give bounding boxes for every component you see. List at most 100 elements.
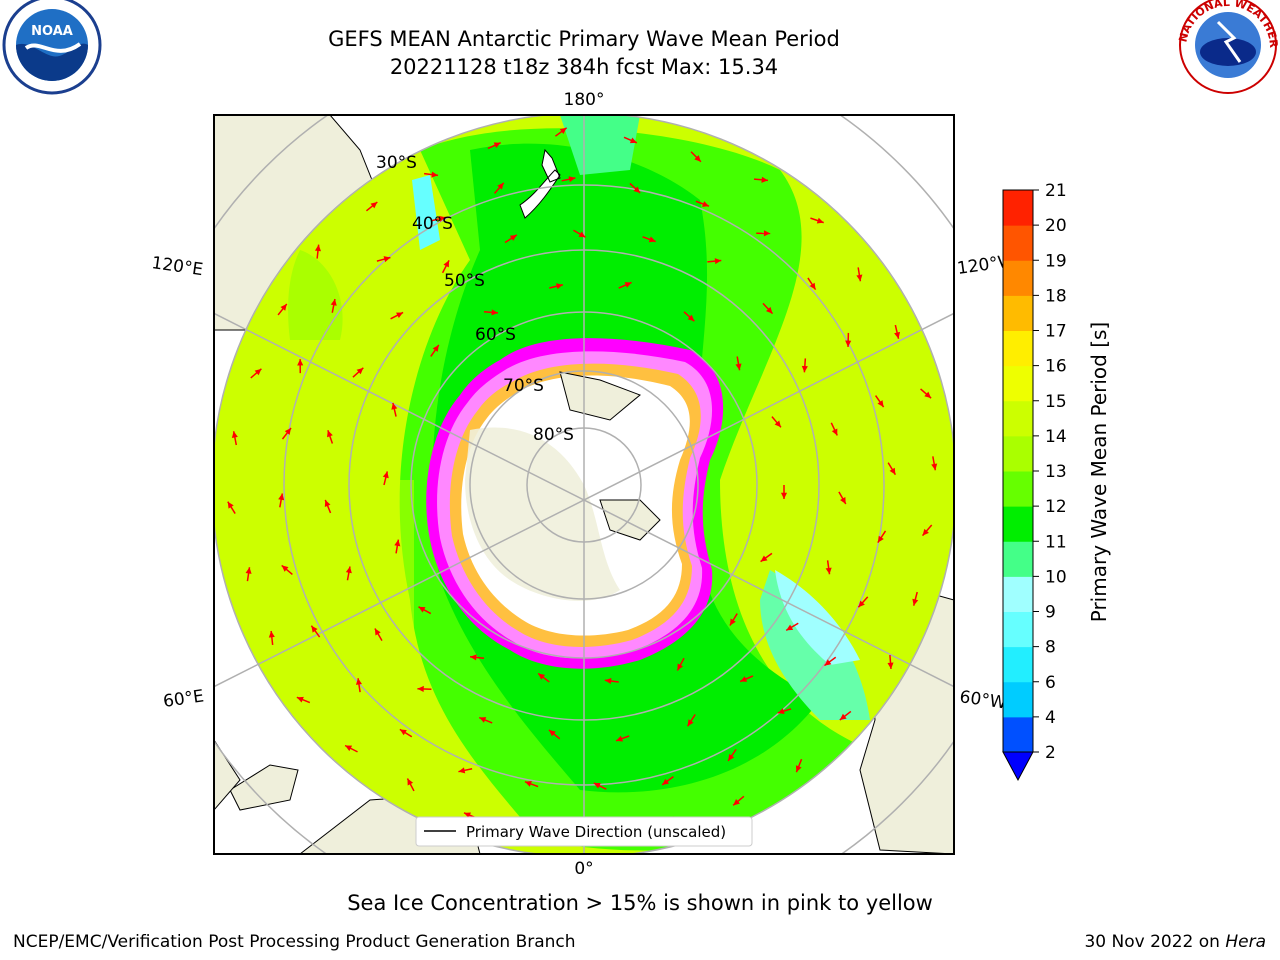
wave-arrow-head (912, 598, 919, 606)
chart-subtitle-forecast: 20221128 t18z 384h fcst Max: 15.34 (389, 55, 779, 79)
wave-arrow-head (314, 244, 321, 252)
colorbar-tick-label: 12 (1045, 497, 1067, 517)
lat-label-70s: 70°S (503, 376, 544, 396)
wave-arrow-head (284, 427, 292, 435)
wave-arrow-head (254, 368, 262, 376)
wave-arrow-head (824, 659, 832, 666)
wave-arrow-head (524, 781, 532, 787)
wave-arrow-head (443, 260, 450, 268)
wave-arrow-head (729, 618, 736, 626)
lat-label-60s: 60°S (475, 325, 516, 345)
colorbar: 2 4 6 8 9 10 11 12 13 14 15 16 17 18 19 20 21 (1002, 181, 1067, 782)
wave-arrow-head (922, 528, 929, 536)
wave-arrow-head (327, 430, 333, 438)
wave-arrow-head (324, 499, 331, 507)
wave-arrow-head (245, 567, 252, 574)
colorbar-segment (1003, 400, 1033, 437)
wave-arrow-head (714, 258, 722, 265)
lon-label-right-lower: 60°W (958, 687, 1007, 713)
wave-arrow-head (355, 678, 362, 685)
wave-arrow-head (497, 182, 504, 190)
wave-arrow-head (702, 201, 709, 207)
colorbar-tick-label: 14 (1045, 427, 1067, 447)
new-zealand-land (519, 148, 561, 219)
wave-arrow-head (548, 729, 556, 737)
wave-arrow-head (687, 719, 694, 727)
wave-arrow-head (845, 340, 852, 347)
colorbar-segment (1003, 435, 1033, 472)
wave-arrow-head (374, 628, 381, 636)
wave-arrow-head (345, 566, 352, 574)
nws-logo: NATIONAL WEATHER SERVICE (0, 0, 1280, 94)
colorbar-segment (1003, 681, 1033, 718)
chart-title: GEFS MEAN Antarctic Primary Wave Mean Pe… (328, 27, 840, 51)
wave-arrow-head (559, 127, 567, 135)
wave-arrow-head (407, 778, 414, 786)
lat-label-30s: 30°S (376, 153, 417, 173)
wave-arrow-head (740, 676, 748, 682)
colorbar-tick-label: 21 (1045, 181, 1067, 201)
colorbar-segment (1003, 646, 1033, 683)
meridian-60e-120w (214, 312, 954, 688)
colorbar-tick-label: 4 (1045, 708, 1056, 728)
nws-logo-text: NATIONAL WEATHER SERVICE (0, 0, 1280, 49)
colorbar-tick-label: 6 (1045, 673, 1056, 693)
lat-label-80s: 80°S (533, 425, 574, 445)
wave-arrow-head (493, 142, 501, 149)
wave-arrow-head (733, 798, 740, 806)
wave-arrow-head (458, 767, 466, 774)
wave-arrow-head (345, 745, 353, 752)
lon-label-left-lower: 60°E (162, 686, 205, 711)
sea-ice-note: Sea Ice Concentration > 15% is shown in … (347, 891, 933, 915)
wave-arrow-head (417, 685, 424, 693)
wave-arrow-head (382, 471, 389, 479)
colorbar-tick-label: 10 (1045, 567, 1067, 587)
wave-arrow-head (568, 176, 576, 183)
wave-arrow-head (394, 539, 401, 547)
wave-arrow-head (509, 234, 517, 241)
wave-arrow-head (370, 202, 378, 209)
footer-credit: NCEP/EMC/Verification Post Processing Pr… (13, 932, 576, 952)
wave-arrow-head (356, 367, 364, 375)
colorbar-tick-label: 15 (1045, 392, 1067, 412)
colorbar-segment (1003, 330, 1033, 367)
wave-arrow-head (809, 282, 816, 290)
wave-arrow-head (418, 606, 426, 613)
wave-arrow-head (877, 535, 884, 543)
colorbar-segment (1003, 576, 1033, 612)
colorbar-tick-label: 11 (1045, 532, 1067, 552)
wave-arrow-head (694, 155, 701, 162)
colorbar-segment (1003, 295, 1033, 331)
wave-arrow-head (538, 673, 546, 680)
wave-arrow-head (432, 344, 439, 352)
wave-arrow-head (931, 463, 938, 471)
wave-arrow-head (281, 565, 289, 572)
wave-arrow-head (297, 359, 304, 366)
colorbar-tick-label: 2 (1045, 743, 1056, 763)
footer-host: Hera (1225, 932, 1266, 952)
wave-arrow-head (280, 303, 287, 311)
wave-arrow-head (839, 713, 847, 721)
wave-arrow-head (648, 236, 656, 243)
colorbar-segment (1003, 506, 1033, 542)
colorbar-tick-label: 16 (1045, 357, 1067, 377)
wave-arrow-head (278, 493, 285, 501)
wave-arrow-head (780, 492, 788, 499)
wave-arrow-head (629, 137, 637, 144)
wave-arrow-head (633, 186, 641, 194)
colorbar-tick-label: 13 (1045, 462, 1067, 482)
wave-arrow-head (766, 306, 773, 314)
wave-arrow-head (624, 282, 632, 288)
wave-arrow-head (831, 428, 838, 436)
wave-arrow-head (604, 678, 612, 685)
wave-arrow-head (795, 765, 802, 773)
wave-arrow-head (470, 654, 477, 661)
wave-arrow-head (735, 363, 742, 371)
noaa-logo-text: NOAA (31, 24, 73, 39)
wave-arrow-head (894, 331, 901, 339)
wave-arrow-head (391, 402, 398, 410)
wave-arrow-head (662, 778, 670, 785)
wave-arrow-head (761, 176, 768, 183)
wave-arrow-head (889, 467, 896, 475)
wave-arrow-head (399, 729, 407, 736)
